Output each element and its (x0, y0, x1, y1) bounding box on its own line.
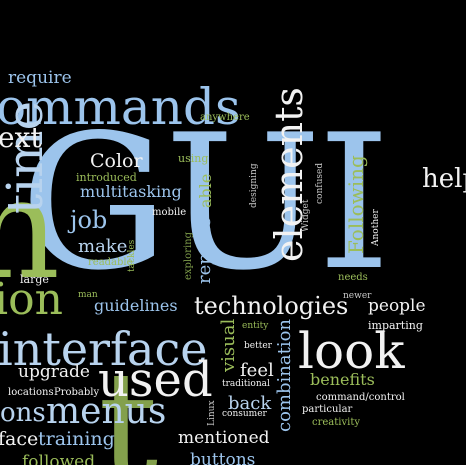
word-technologies: technologies (194, 292, 349, 320)
word-readable: readable (88, 257, 133, 268)
word-n: n (0, 148, 61, 311)
word-ons: ons (0, 398, 46, 428)
word-able: able (196, 173, 215, 208)
word-newer: newer (343, 291, 372, 301)
word-introduced: introduced (76, 171, 137, 184)
word-another: Another (371, 209, 381, 246)
word-face: face (0, 428, 39, 450)
word-color: Color (90, 150, 143, 172)
word-back: back (228, 393, 272, 414)
word-reports: reports (194, 217, 215, 284)
word-upgrade: upgrade (18, 362, 90, 382)
word-combination: combination (274, 318, 295, 432)
word-people: people (368, 296, 426, 316)
word-feel: feel (240, 360, 274, 381)
word-gui: GUI (20, 94, 391, 311)
word-guidelines: guidelines (94, 296, 178, 315)
word-mentioned: mentioned (178, 428, 270, 448)
word-ext: ext (0, 121, 42, 154)
word-imparting: imparting (368, 319, 423, 332)
word-designing: designing (249, 163, 259, 208)
word-following: Following (344, 155, 368, 254)
word-widget: Widget (301, 199, 311, 232)
word-linux: Linux (207, 400, 217, 426)
word-multitasking: multitasking (80, 182, 182, 201)
word-make: make (78, 236, 128, 257)
word-large: large (20, 273, 49, 286)
word-big-t: t (98, 340, 159, 465)
word-commands: ommands (0, 78, 241, 136)
word-confused: confused (315, 162, 325, 204)
word-interface: interface (0, 322, 208, 376)
word-visual: visual (218, 318, 239, 372)
word-benefits: benefits (310, 370, 375, 389)
word-followed: followed (22, 452, 96, 465)
word-command-control: command/control (316, 392, 405, 403)
word-mobile: mobile (152, 207, 187, 218)
word-better: better (244, 341, 272, 351)
word-creativity: creativity (312, 417, 360, 428)
word-used: used (98, 352, 213, 408)
word-particular: particular (302, 404, 353, 415)
word-buttons: buttons (190, 450, 256, 465)
word-using: using (178, 152, 209, 165)
word-job: job (70, 206, 108, 234)
word-locations: locations (8, 387, 54, 398)
word-help: help (422, 164, 466, 194)
word-elements: elements (267, 87, 311, 262)
word-needs: needs (338, 272, 368, 283)
word-anywhere: anywhere (200, 112, 250, 123)
word-require: require (8, 68, 72, 88)
word-exploring: exploring (183, 232, 194, 280)
word-tackles: tackles (127, 239, 137, 272)
word-time: time (0, 100, 54, 214)
word-man: man (78, 290, 98, 300)
word-traditional: traditional (222, 379, 270, 389)
word-look: look (298, 322, 405, 380)
word-training: training (38, 428, 115, 450)
word-ion: ion (0, 274, 63, 325)
word-entity: entity (242, 321, 269, 331)
word-menus: menus (46, 391, 167, 432)
word-probably: Probably (54, 387, 100, 398)
word-consumer: consumer (222, 409, 267, 419)
